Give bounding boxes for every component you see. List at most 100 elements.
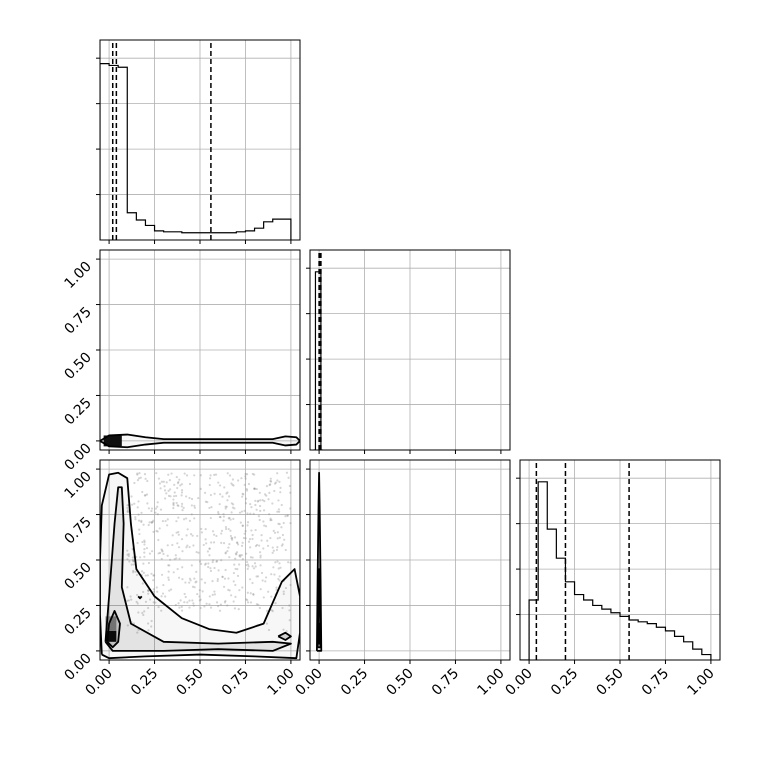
scatter-point <box>243 509 246 512</box>
scatter-point <box>273 573 276 576</box>
scatter-point <box>264 580 267 583</box>
scatter-point <box>244 502 248 505</box>
scatter-point <box>234 567 237 571</box>
scatter-point <box>126 510 129 513</box>
scatter-point <box>147 589 150 592</box>
scatter-point <box>260 534 263 537</box>
scatter-point <box>224 552 227 555</box>
scatter-point <box>230 537 233 540</box>
scatter-point <box>254 528 257 532</box>
scatter-point <box>252 592 255 596</box>
scatter-point <box>165 481 168 484</box>
scatter-point <box>195 550 198 554</box>
scatter-point <box>222 519 225 522</box>
scatter-point <box>276 546 279 549</box>
scatter-point <box>204 500 208 503</box>
scatter-point <box>147 589 150 592</box>
scatter-point <box>159 487 162 490</box>
scatter-point <box>262 547 265 550</box>
scatter-point <box>277 567 280 570</box>
scatter-point <box>262 520 265 523</box>
scatter-point <box>239 521 242 524</box>
scatter-point <box>140 520 143 524</box>
scatter-point <box>234 595 237 598</box>
x-tick-label: 0.50 <box>593 666 626 699</box>
scatter-point <box>143 494 147 497</box>
scatter-point <box>181 577 184 581</box>
scatter-point <box>141 582 144 585</box>
panel-p1_hist <box>306 249 511 454</box>
scatter-point <box>185 474 189 477</box>
scatter-point <box>139 476 142 479</box>
scatter-point <box>139 556 142 559</box>
scatter-point <box>272 529 275 532</box>
scatter-point <box>180 489 184 492</box>
scatter-point <box>131 503 134 506</box>
scatter-point <box>169 588 173 591</box>
scatter-point <box>280 526 283 529</box>
scatter-point <box>167 473 170 476</box>
scatter-point <box>144 600 148 603</box>
scatter-point <box>263 499 266 503</box>
scatter-point <box>175 501 178 505</box>
scatter-point <box>224 599 227 603</box>
scatter-point <box>255 543 259 547</box>
scatter-point <box>132 571 135 574</box>
scatter-point <box>282 628 285 631</box>
scatter-point <box>204 562 207 565</box>
scatter-point <box>131 560 135 563</box>
scatter-point <box>265 622 269 625</box>
scatter-point <box>151 520 154 524</box>
scatter-point <box>192 602 195 605</box>
scatter-point <box>194 581 197 584</box>
scatter-point <box>246 599 249 602</box>
scatter-point <box>180 609 184 612</box>
scatter-point <box>126 599 129 602</box>
scatter-point <box>254 565 257 568</box>
scatter-point <box>232 580 235 583</box>
scatter-point <box>245 598 248 601</box>
scatter-point <box>200 562 203 566</box>
scatter-point <box>249 601 253 604</box>
y-tick-label: 0.50 <box>61 560 94 593</box>
histogram-step <box>520 481 712 660</box>
scatter-point <box>249 512 252 515</box>
scatter-point <box>284 514 287 518</box>
scatter-point <box>133 481 136 485</box>
scatter-point <box>198 560 202 563</box>
scatter-point <box>193 586 196 589</box>
scatter-point <box>157 606 160 609</box>
scatter-point <box>190 497 194 501</box>
scatter-point <box>219 603 223 606</box>
panel-content <box>100 40 292 240</box>
x-tick-label: 0.50 <box>383 666 416 699</box>
scatter-point <box>154 601 157 604</box>
scatter-point <box>130 598 133 601</box>
scatter-point <box>236 541 239 544</box>
scatter-point <box>221 575 224 578</box>
scatter-point <box>177 504 180 507</box>
scatter-point <box>235 541 239 544</box>
scatter-point <box>185 495 188 498</box>
scatter-point <box>155 529 158 533</box>
scatter-point <box>175 531 178 534</box>
scatter-point <box>180 605 183 608</box>
scatter-point <box>178 557 181 560</box>
scatter-point <box>141 490 144 494</box>
scatter-point <box>126 553 129 556</box>
scatter-point <box>176 486 179 490</box>
scatter-point <box>277 499 280 502</box>
scatter-point <box>143 547 146 551</box>
scatter-point <box>222 512 225 516</box>
panel-content <box>316 471 323 652</box>
scatter-point <box>161 592 165 595</box>
scatter-point <box>208 477 212 480</box>
scatter-point <box>180 483 184 486</box>
scatter-point <box>168 564 171 567</box>
scatter-point <box>207 562 210 565</box>
scatter-point <box>288 604 291 607</box>
scatter-point <box>136 479 140 482</box>
scatter-point <box>268 483 271 487</box>
scatter-point <box>157 477 161 480</box>
scatter-point <box>289 491 292 494</box>
